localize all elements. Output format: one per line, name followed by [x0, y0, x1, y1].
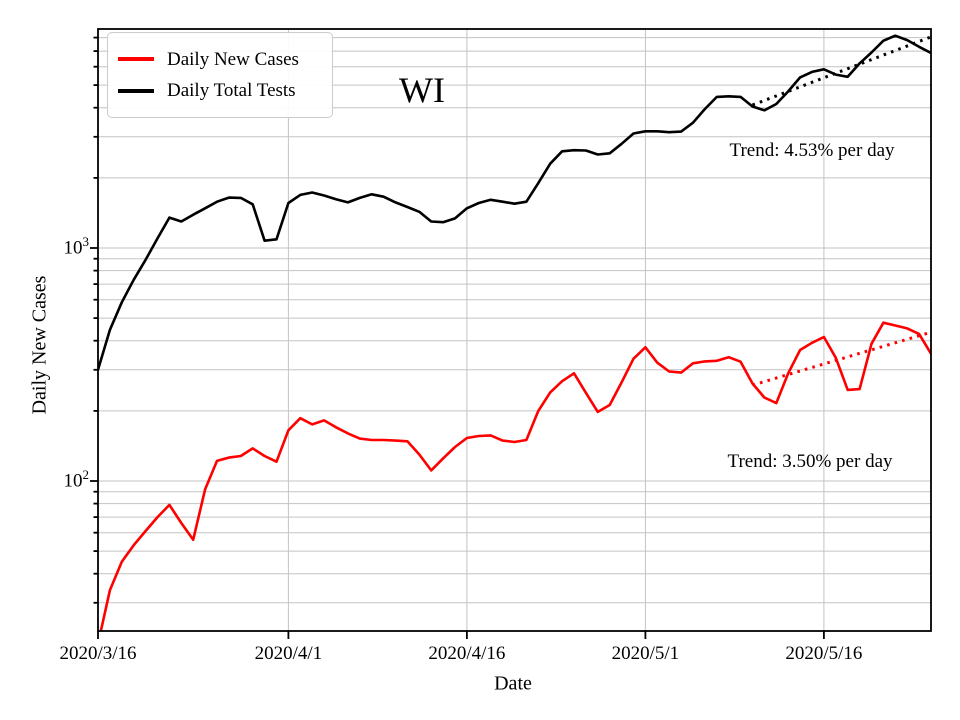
x-tick-label: 2020/5/1	[611, 643, 680, 664]
x-axis-label: Date	[494, 672, 532, 695]
series-line	[98, 34, 931, 372]
trend-annotation-cases: Trend: 3.50% per day	[727, 451, 893, 472]
legend-label-daily-new-cases: Daily New Cases	[167, 48, 299, 70]
plot-border	[97, 28, 932, 632]
y-axis-label: Daily New Cases	[28, 275, 51, 415]
legend-item-daily-total-tests: Daily Total Tests	[118, 81, 322, 100]
chart-title: WI	[399, 70, 445, 110]
x-tick-label: 2020/3/16	[59, 643, 137, 664]
x-tick-label: 2020/4/16	[428, 643, 506, 664]
legend: Daily New Cases Daily Total Tests	[107, 32, 333, 118]
y-tick-label: 103	[63, 234, 90, 259]
trend-annotation-tests: Trend: 4.53% per day	[729, 140, 895, 161]
legend-line-black	[118, 89, 154, 93]
trend-line	[751, 35, 931, 107]
legend-item-daily-new-cases: Daily New Cases	[118, 50, 322, 69]
axis-ticks	[90, 36, 825, 639]
x-tick-label: 2020/5/16	[785, 643, 863, 664]
x-tick-label: 2020/4/1	[254, 643, 323, 664]
legend-line-red	[118, 57, 154, 61]
gridlines	[97, 29, 931, 631]
legend-label-daily-total-tests: Daily Total Tests	[167, 80, 296, 102]
y-tick-label: 102	[63, 467, 90, 492]
series-line	[99, 321, 931, 631]
